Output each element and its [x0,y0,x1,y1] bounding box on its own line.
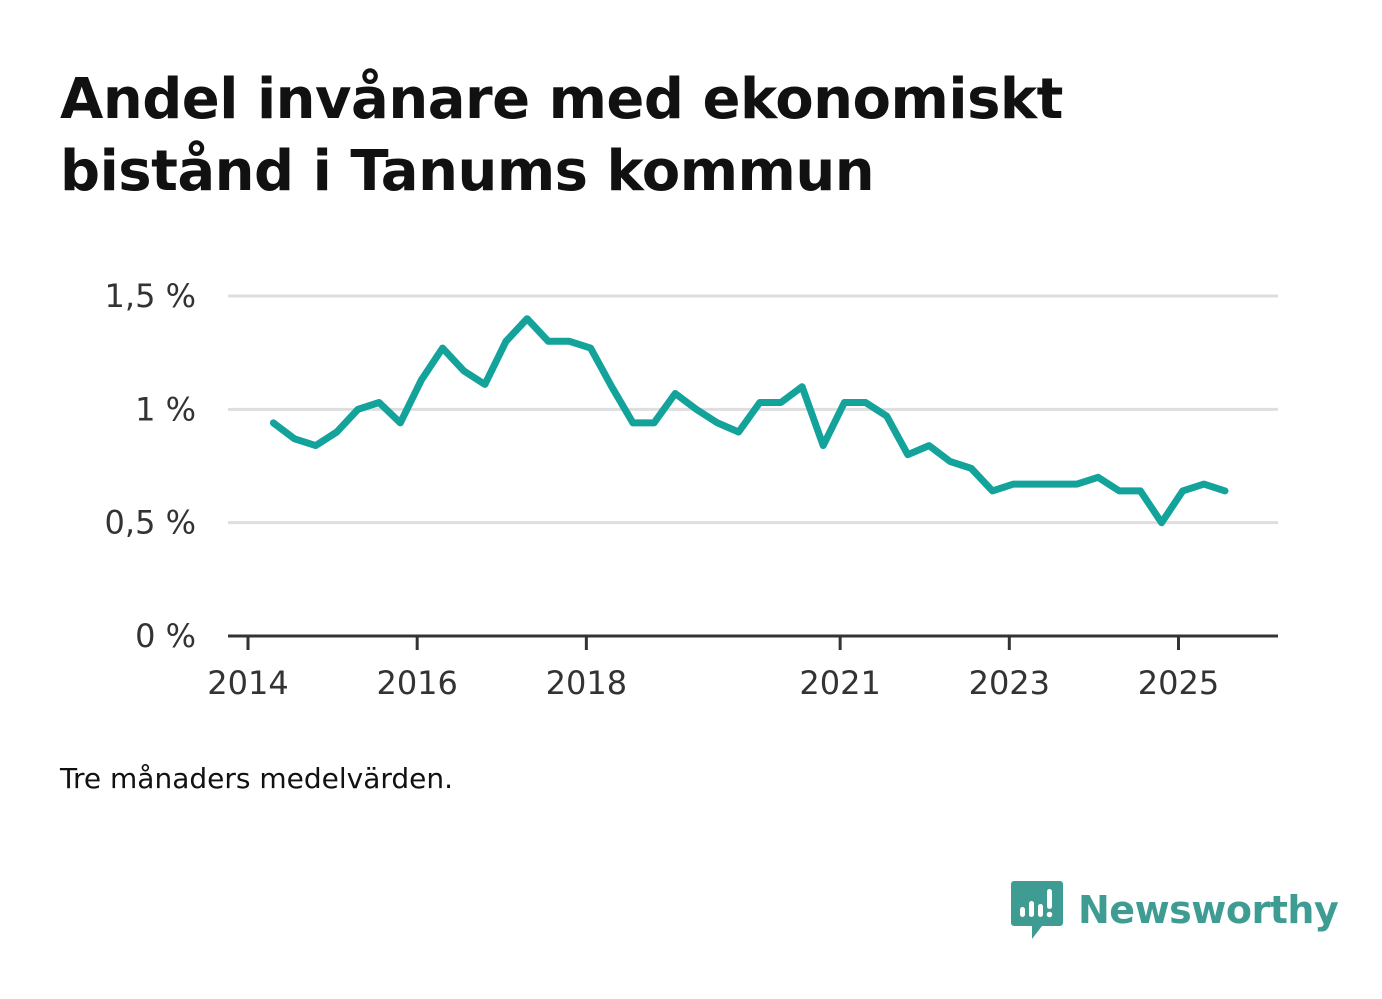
data-point [693,406,700,413]
data-point [820,442,827,449]
data-point [524,315,531,322]
y-tick-label: 0 % [135,617,196,655]
data-point [270,419,277,426]
data-point [608,383,615,390]
data-point [947,458,954,465]
series-line-0 [269,315,1229,527]
data-point [1222,487,1229,494]
data-point [1200,481,1207,488]
x-tick-label: 2023 [969,664,1050,702]
data-point [799,383,806,390]
data-point [418,376,425,383]
x-tick-label: 2016 [376,664,457,702]
data-point [397,419,404,426]
data-point [968,465,975,472]
y-tick-label: 0,5 % [105,504,196,542]
data-point [1074,481,1081,488]
data-point [1137,487,1144,494]
data-point [989,487,996,494]
data-point [1052,481,1059,488]
series-layer [269,315,1229,527]
data-point [926,442,933,449]
data-point [1095,474,1102,481]
y-tick-label: 1,5 % [105,277,196,315]
x-tick-label: 2018 [546,664,627,702]
data-point [883,413,890,420]
chart-title-line-2: bistånd i Tanums kommun [60,139,875,204]
x-axis-ticks: 2014 2016 2018 2021 2023 2025 [207,636,1219,702]
data-point [1031,481,1038,488]
data-point [1010,481,1017,488]
newsworthy-logo-icon [1011,881,1063,939]
data-point [545,338,552,345]
data-point [439,345,446,352]
data-point [904,451,911,458]
data-point [333,429,340,436]
data-point [1179,487,1186,494]
data-point [1116,487,1123,494]
data-point [481,381,488,388]
x-tick-label: 2025 [1138,664,1219,702]
data-point [862,399,869,406]
chart-title: Andel invånare med ekonomiskt bistånd i … [60,64,1260,208]
data-point [756,399,763,406]
x-tick-label: 2014 [207,664,288,702]
data-point [566,338,573,345]
data-point [735,429,742,436]
data-point [312,442,319,449]
data-point [355,406,362,413]
data-point [841,399,848,406]
x-tick-label: 2021 [799,664,880,702]
data-point [291,435,298,442]
data-point [460,367,467,374]
data-point [503,338,510,345]
data-point [1158,519,1165,526]
chart-title-line-1: Andel invånare med ekonomiskt [60,67,1063,132]
data-point [777,399,784,406]
data-point [651,419,658,426]
data-point [587,345,594,352]
brand-name: Newsworthy [1078,888,1339,932]
y-axis-tick-labels: 0 % 0,5 % 1 % 1,5 % [105,277,196,655]
data-point [376,399,383,406]
brand-logo[interactable]: Newsworthy [1010,878,1339,942]
chart-footnote: Tre månaders medelvärden. [60,762,454,795]
data-point [672,390,679,397]
data-point [629,419,636,426]
data-point [714,419,721,426]
y-tick-label: 1 % [135,390,196,428]
